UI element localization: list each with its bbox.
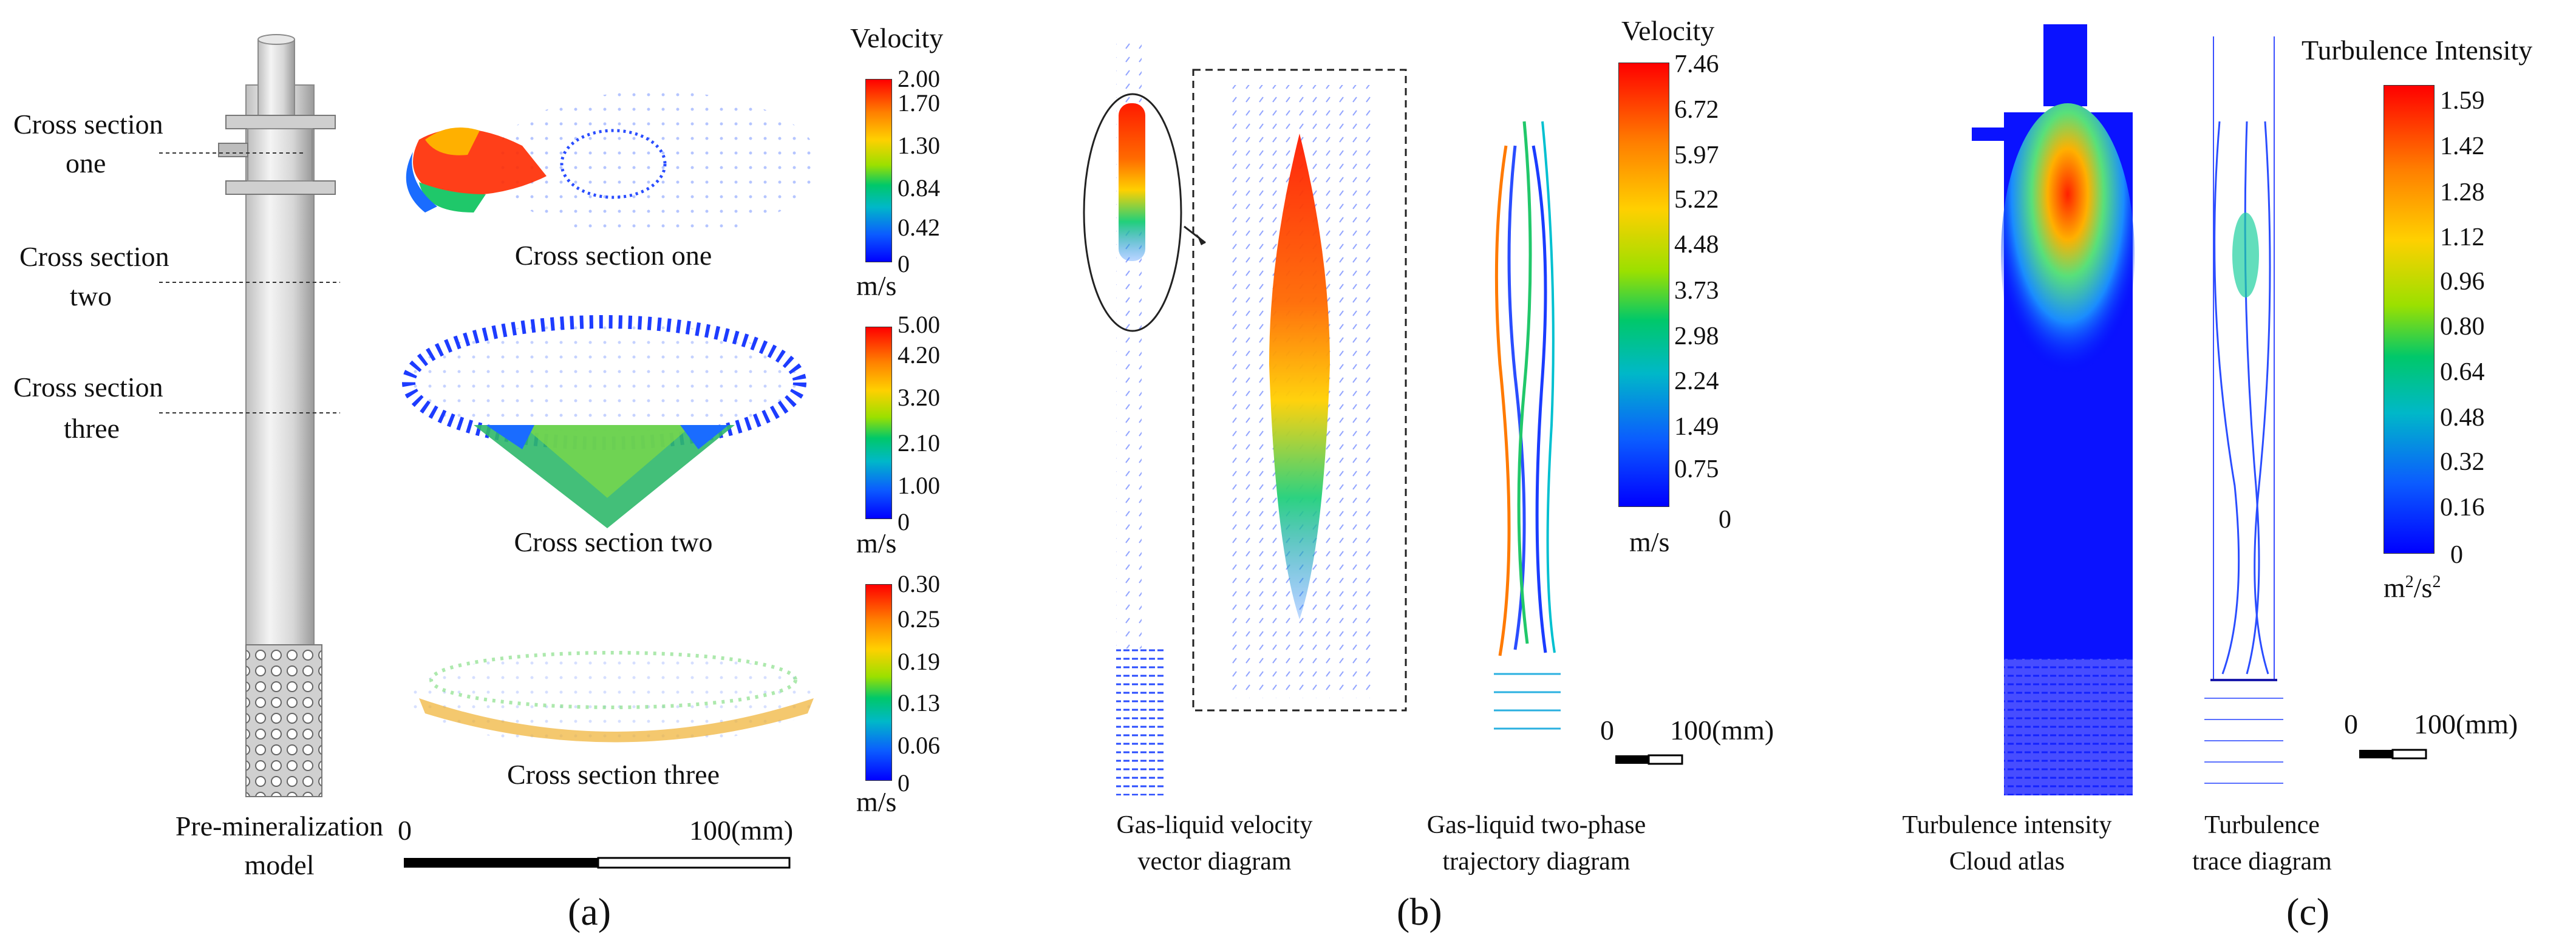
colorbar-b-tick-2: 5.97 (1674, 141, 1719, 169)
colorbar-b (1618, 63, 1669, 507)
colorbar-a1-tick-4: 0.42 (898, 214, 940, 241)
colorbar-b-tick-5: 3.73 (1674, 277, 1719, 305)
colorbar-c-tick-8: 0.32 (2440, 448, 2485, 476)
colorbar-b-tick-4: 4.48 (1674, 231, 1719, 259)
colorbar-b-tick-3: 5.22 (1674, 186, 1719, 214)
label-cloud-line1: Turbulence intensity (1902, 811, 2112, 839)
legend-title-c: Turbulence Intensity (2302, 35, 2533, 66)
caption-a: (a) (568, 890, 612, 933)
colorbar-c (2383, 85, 2435, 554)
colorbar-a2-tick-5: 0 (898, 508, 910, 536)
label-cross-section-two-line2: two (70, 281, 112, 311)
label-cross-section-one-line2: one (66, 148, 106, 179)
label-cross-section-two-line1: Cross section (19, 241, 169, 272)
label-view-three: Cross section three (506, 759, 720, 790)
pre-mineralization-model (159, 34, 340, 797)
colorbar-c-tick-6: 0.64 (2440, 358, 2485, 386)
colorbar-a1 (865, 79, 892, 262)
colorbar-a3-tick-3: 0.13 (898, 689, 940, 716)
colorbar-b-tick-1: 6.72 (1674, 96, 1719, 124)
scale-c-start: 0 (2344, 709, 2358, 740)
colorbar-b-tick-7: 2.24 (1674, 367, 1719, 395)
turbulence-trace-diagram (2204, 36, 2283, 784)
colorbar-a3-unit: m/s (856, 786, 897, 817)
colorbar-a1-tick-5: 0 (898, 250, 910, 277)
colorbar-a3 (865, 584, 892, 781)
colorbar-a3-tick-2: 0.19 (898, 648, 940, 675)
colorbar-a2-tick-0: 5.00 (898, 311, 940, 338)
scale-a-start: 0 (398, 815, 412, 846)
label-model-line2: model (244, 849, 315, 880)
label-trace-line1: Turbulence (2204, 811, 2320, 839)
colorbar-c-unit: m2/s2 (2383, 572, 2441, 604)
scale-a-end: 100(mm) (689, 815, 794, 846)
label-cross-section-three-line2: three (64, 413, 120, 444)
scale-b-start: 0 (1600, 715, 1614, 746)
caption-b: (b) (1397, 890, 1442, 933)
colorbar-a2-tick-2: 3.20 (898, 384, 940, 411)
colorbar-a2-tick-4: 1.00 (898, 472, 940, 499)
colorbar-c-tick-4: 0.96 (2440, 268, 2485, 296)
colorbar-c-tick-3: 1.12 (2440, 223, 2485, 251)
velocity-vector-zoom (1192, 69, 1407, 712)
caption-c: (c) (2286, 890, 2330, 933)
label-cloud-line2: Cloud atlas (1949, 848, 2065, 876)
label-trajectory-line2: trajectory diagram (1442, 848, 1630, 876)
label-trajectory-line1: Gas-liquid two-phase (1426, 811, 1646, 839)
colorbar-a2-tick-3: 2.10 (898, 429, 940, 457)
colorbar-c-tick-1: 1.42 (2440, 132, 2485, 160)
colorbar-c-tick-9: 0.16 (2440, 494, 2485, 522)
turbulence-cloud-atlas (1972, 24, 2135, 795)
scale-bar-a (404, 857, 791, 869)
cross-section-two-vectors (402, 315, 806, 528)
scale-c-end: 100(mm) (2414, 709, 2518, 740)
label-vector-line2: vector diagram (1137, 848, 1292, 876)
legend-title-b: Velocity (1621, 15, 1715, 46)
scale-bar-b (1615, 754, 1683, 765)
colorbar-a1-unit: m/s (856, 270, 897, 301)
colorbar-b-unit: m/s (1629, 526, 1670, 557)
colorbar-b-tick-8: 1.49 (1674, 413, 1719, 441)
label-cross-section-three-line1: Cross section (13, 372, 163, 403)
colorbar-c-tick-5: 0.80 (2440, 313, 2485, 341)
velocity-vector-column (1083, 39, 1206, 795)
colorbar-a3-tick-4: 0.06 (898, 732, 940, 759)
colorbar-c-tick-7: 0.48 (2440, 404, 2485, 432)
scale-bar-c (2359, 749, 2427, 760)
label-model-line1: Pre-mineralization (175, 811, 384, 842)
colorbar-a1-tick-1: 1.70 (898, 89, 940, 117)
colorbar-c-tick-10: 0 (2450, 541, 2463, 569)
colorbar-a1-tick-0: 2.00 (898, 65, 940, 92)
colorbar-c-tick-2: 1.28 (2440, 179, 2485, 206)
colorbar-b-tick-9: 0.75 (1674, 455, 1719, 483)
colorbar-b-tick-6: 2.98 (1674, 322, 1719, 350)
colorbar-a3-tick-0: 0.30 (898, 570, 940, 597)
cross-section-three-vectors (410, 651, 817, 746)
colorbar-a3-tick-5: 0 (898, 769, 910, 797)
colorbar-a2-tick-1: 4.20 (898, 341, 940, 369)
colorbar-b-tick-0: 7.46 (1674, 50, 1719, 78)
label-cross-section-one-line1: Cross section (13, 109, 163, 140)
cross-section-one-vectors (406, 91, 820, 237)
colorbar-a1-tick-3: 0.84 (898, 174, 940, 202)
colorbar-a2-unit: m/s (856, 528, 897, 559)
colorbar-a2 (865, 327, 892, 519)
label-vector-line1: Gas-liquid velocity (1116, 811, 1313, 839)
colorbar-c-tick-0: 1.59 (2440, 87, 2485, 115)
label-view-two: Cross section two (514, 526, 713, 557)
colorbar-a3-tick-1: 0.25 (898, 605, 940, 633)
scale-b-end: 100(mm) (1670, 715, 1774, 746)
label-view-one: Cross section one (514, 240, 712, 271)
trajectory-diagram (1485, 36, 1561, 753)
label-trace-line2: trace diagram (2192, 848, 2332, 876)
colorbar-b-tick-10: 0 (1719, 506, 1731, 534)
colorbar-a1-tick-2: 1.30 (898, 132, 940, 159)
legend-title-a: Velocity (850, 22, 944, 53)
